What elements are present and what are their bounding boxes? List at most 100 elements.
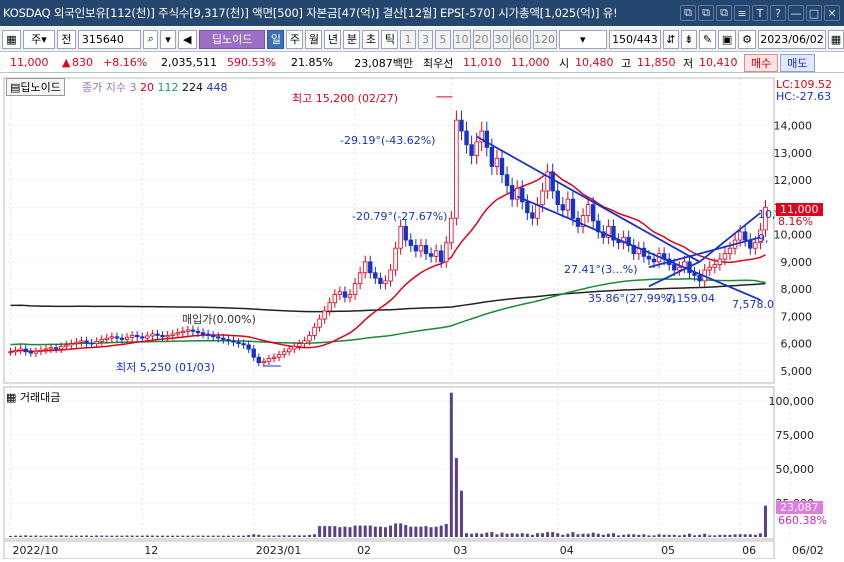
buy-button[interactable]: 매수	[744, 53, 779, 72]
interval-30[interactable]: 30	[492, 29, 511, 49]
candle-body	[717, 258, 723, 265]
range-display: 150/443	[608, 29, 661, 49]
chart-svg[interactable]: 5,000 6,000 7,000 8,000 9,000 10,000 11,000 12,…	[0, 74, 844, 560]
volume-bar	[642, 534, 646, 537]
candle-body	[13, 349, 18, 353]
candle-body	[28, 351, 33, 354]
candle-body	[763, 206, 768, 231]
volume-last-pct: 660.38%	[778, 514, 827, 527]
y-axis: 5,0006,0007,0008,0009,00010,00011,00012,…	[774, 120, 813, 378]
candle-body	[677, 266, 682, 271]
volume-bar	[576, 534, 580, 537]
candle-body	[408, 239, 413, 246]
candle-body	[484, 130, 489, 148]
close-icon[interactable]: ✕	[824, 5, 840, 21]
interval-10[interactable]: 10	[452, 29, 471, 49]
interval-60[interactable]: 60	[512, 29, 531, 49]
period-minute[interactable]: 분	[343, 29, 361, 49]
mark-icon[interactable]: ✎	[698, 29, 717, 49]
save-icon[interactable]: ▣	[718, 29, 737, 49]
annotation-edge2: 9,	[758, 232, 769, 245]
candle-body	[413, 245, 419, 252]
candle-body	[515, 187, 520, 200]
interval-20[interactable]: 20	[472, 29, 491, 49]
volume-bar	[110, 535, 114, 537]
x-axis-frame	[3, 540, 775, 560]
menu-icon[interactable]: ≡	[734, 5, 750, 21]
candle-body	[606, 226, 611, 238]
volume-bar	[24, 535, 28, 537]
period-year[interactable]: 년	[324, 29, 342, 49]
copy-icon[interactable]: ⧉	[698, 5, 714, 21]
annotation-trend2: -20.79°(-27.67%)	[352, 210, 448, 223]
volume-bar	[475, 533, 479, 537]
stock-code-input[interactable]: 315640	[77, 29, 141, 49]
period-tick[interactable]: 틱	[381, 29, 399, 49]
font-icon[interactable]: T	[752, 5, 768, 21]
candle-body	[403, 226, 408, 241]
minimize-icon[interactable]: —	[788, 5, 804, 21]
search-icon[interactable]: ⌕	[143, 29, 159, 49]
interval-120[interactable]: 120	[532, 29, 557, 49]
candle-body	[69, 343, 74, 346]
stock-name-tag[interactable]: 딥노이드	[198, 29, 266, 49]
chart-area[interactable]: 5,000 6,000 7,000 8,000 9,000 10,000 11,000 12,…	[0, 74, 844, 560]
maximize-icon[interactable]: □	[806, 5, 822, 21]
volume-bar	[449, 392, 453, 537]
candle-body	[94, 340, 99, 344]
quote-strip: 11,000 ▲ 830 +8.16% 2,035,511 590.53% 21…	[0, 53, 844, 73]
interval-1[interactable]: 1	[400, 29, 416, 49]
volume-bar	[358, 525, 362, 537]
grid-icon[interactable]: ▦	[2, 29, 22, 49]
candle-body	[459, 119, 464, 132]
x-tick-label: 04	[560, 544, 574, 557]
interval-custom-input[interactable]: ▾	[558, 29, 607, 49]
period-day[interactable]: 일	[267, 29, 285, 49]
volume-bar	[74, 535, 78, 537]
volume-bar	[399, 523, 403, 537]
candle-body	[737, 231, 743, 241]
period-month[interactable]: 월	[305, 29, 323, 49]
x-tick-label: 06/02	[792, 544, 824, 557]
zoom-out-icon[interactable]: ⇵	[662, 29, 679, 49]
volume-bar	[672, 534, 676, 537]
interval-5[interactable]: 5	[435, 29, 451, 49]
candle-body	[8, 351, 13, 354]
help-icon[interactable]: ?	[770, 5, 786, 21]
sell-button[interactable]: 매도	[780, 53, 815, 72]
candle-body	[281, 351, 287, 355]
candle-body	[565, 198, 571, 211]
candle-body	[530, 212, 535, 219]
candle-body	[175, 332, 180, 335]
settings-icon[interactable]: ⚙	[738, 29, 756, 49]
candle-body	[550, 171, 555, 192]
volume-bar	[85, 535, 89, 537]
candle-body	[362, 261, 368, 274]
candle-body	[236, 341, 241, 344]
candle-body	[23, 348, 28, 353]
candle-body	[438, 250, 444, 263]
sound-icon[interactable]: ◀	[177, 29, 197, 49]
candle-body	[129, 335, 135, 338]
volume-bar	[728, 534, 732, 537]
window-icon[interactable]: ⧉	[716, 5, 732, 21]
volume-bar	[556, 533, 560, 537]
candle-body	[383, 280, 388, 285]
date-display[interactable]: 2023/06/02	[758, 29, 826, 49]
price-panel-tag[interactable]: ▤딥노이드	[6, 78, 65, 96]
x-tick-label: 06	[742, 544, 756, 557]
link-icon[interactable]: ⧉	[680, 5, 696, 21]
zoom-in-icon[interactable]: ⇟	[680, 29, 697, 49]
interval-3[interactable]: 3	[417, 29, 434, 49]
volume-bar	[409, 526, 413, 537]
volume-bar	[470, 533, 474, 537]
dropdown-icon[interactable]: ▾	[160, 29, 176, 49]
period-second[interactable]: 초	[362, 29, 380, 49]
candle-body	[160, 335, 165, 338]
prefix-button[interactable]: 전	[56, 29, 76, 49]
market-select[interactable]: 주 ▾	[23, 29, 55, 49]
quote-volume: 2,035,511	[161, 56, 217, 69]
period-week[interactable]: 주	[286, 29, 304, 49]
volume-bar	[277, 535, 281, 537]
calendar-icon[interactable]: ▦	[828, 29, 844, 49]
